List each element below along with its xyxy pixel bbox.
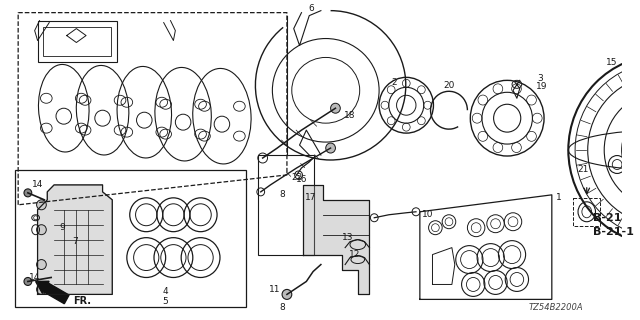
- Text: 6: 6: [308, 4, 314, 13]
- Text: 8: 8: [279, 190, 285, 199]
- FancyArrow shape: [36, 281, 69, 304]
- Bar: [15, 170, 246, 307]
- Text: 11: 11: [269, 285, 280, 294]
- Text: 2: 2: [392, 78, 397, 87]
- Ellipse shape: [24, 189, 32, 197]
- Ellipse shape: [36, 200, 46, 210]
- Text: 8: 8: [279, 303, 285, 312]
- Ellipse shape: [36, 260, 46, 269]
- Bar: [44, 27, 111, 56]
- Text: 9: 9: [59, 223, 65, 232]
- Text: 16: 16: [296, 175, 307, 184]
- Text: 18: 18: [344, 111, 356, 120]
- Bar: [258, 155, 314, 255]
- Ellipse shape: [36, 225, 46, 235]
- Text: 15: 15: [606, 58, 618, 67]
- Bar: [573, 198, 600, 226]
- Ellipse shape: [282, 289, 292, 300]
- Text: B-21: B-21: [593, 213, 621, 223]
- Bar: [38, 20, 117, 62]
- Text: 1: 1: [556, 193, 561, 202]
- Text: 14: 14: [29, 273, 40, 282]
- Text: 10: 10: [422, 210, 433, 219]
- Text: 22: 22: [291, 173, 302, 182]
- Ellipse shape: [24, 277, 32, 285]
- Text: 3: 3: [538, 74, 543, 83]
- Text: 20: 20: [444, 81, 454, 90]
- Text: TZ54B2200A: TZ54B2200A: [529, 303, 583, 312]
- Text: 7: 7: [72, 237, 78, 246]
- Text: 13: 13: [342, 233, 354, 242]
- Text: FR.: FR.: [74, 296, 92, 306]
- Text: 17: 17: [305, 193, 317, 202]
- Text: B-21-1: B-21-1: [593, 227, 634, 237]
- Polygon shape: [38, 185, 112, 294]
- Text: 14: 14: [32, 180, 44, 189]
- Polygon shape: [303, 185, 369, 294]
- Ellipse shape: [36, 284, 46, 294]
- Text: 19: 19: [536, 82, 548, 91]
- Text: 12: 12: [349, 250, 360, 259]
- Ellipse shape: [326, 143, 335, 153]
- Text: 4: 4: [163, 287, 168, 296]
- Text: 5: 5: [163, 297, 168, 306]
- Text: 21: 21: [577, 165, 589, 174]
- Ellipse shape: [331, 103, 340, 113]
